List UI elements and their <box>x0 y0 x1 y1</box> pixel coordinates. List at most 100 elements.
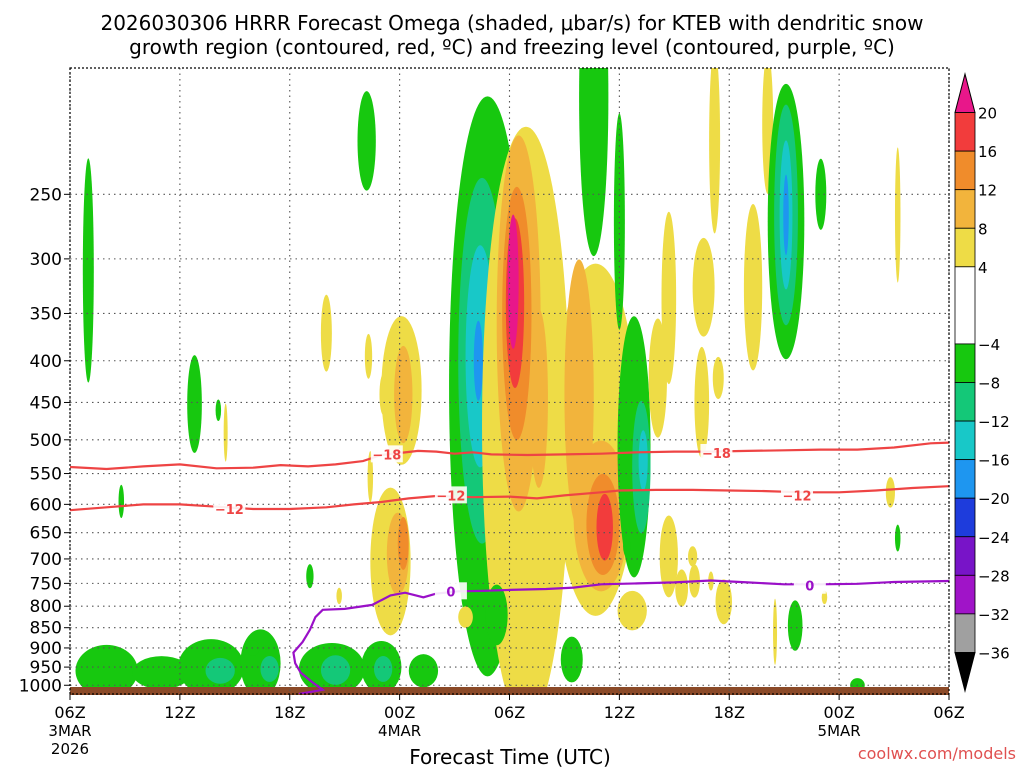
colorbar-bottom-triangle <box>954 651 976 693</box>
omega-blob-2 <box>187 355 202 453</box>
isotherm-minus-12-label-bg-0 <box>213 500 246 518</box>
omega-blob-1 <box>118 484 125 519</box>
y-tick-label-450: 450 <box>30 393 62 413</box>
x-tick-label-2: 18Z <box>274 703 305 722</box>
omega-blob-40 <box>661 211 677 385</box>
omega-blob-43 <box>743 204 763 371</box>
omega-blob-26 <box>529 309 548 488</box>
omega-blob-10 <box>306 564 314 589</box>
y-tick-label-650: 650 <box>30 524 62 544</box>
omega-blob-5 <box>357 91 376 191</box>
omega-blob-59 <box>715 579 732 625</box>
y-tick-label-600: 600 <box>30 495 62 515</box>
colorbar-label-5: −4 <box>978 336 1000 354</box>
isotherm-minus-18-label-0: −18 <box>372 448 401 463</box>
y-tick-label-350: 350 <box>30 304 62 324</box>
y-tick-label-1000: 1000 <box>19 676 62 696</box>
omega-shading <box>75 68 901 694</box>
colorbar-label-1: 16 <box>978 143 997 161</box>
x-tick-label-8: 06Z <box>933 703 964 722</box>
colorbar-label-7: −12 <box>978 413 1010 431</box>
omega-blob-71 <box>132 656 191 690</box>
chart-title-line2: growth region (contoured, red, ºC) and f… <box>129 35 895 59</box>
omega-blob-39 <box>712 356 724 400</box>
omega-blob-81 <box>246 640 260 656</box>
colorbar-label-6: −8 <box>978 375 1000 393</box>
colorbar-label-3: 8 <box>978 220 988 238</box>
colorbar-label-0: 20 <box>978 105 997 123</box>
omega-blob-68 <box>617 590 647 631</box>
omega-blob-4 <box>215 399 222 422</box>
colorbar-segment-10 <box>954 497 976 538</box>
colorbar-segment-9 <box>954 459 976 499</box>
omega-blob-48 <box>783 174 789 256</box>
colorbar-segment-4 <box>954 227 976 268</box>
omega-blob-41 <box>692 237 715 337</box>
colorbar-label-10: −24 <box>978 529 1010 547</box>
plot-grid <box>69 68 950 694</box>
omega-blob-63 <box>458 606 473 628</box>
colorbar-segment-6 <box>954 343 976 383</box>
omega-blob-36 <box>613 113 625 330</box>
colorbar-top-triangle <box>954 72 976 114</box>
omega-blob-34 <box>638 430 648 491</box>
omega-blob-49 <box>815 158 827 230</box>
chart-title-line1: 2026030306 HRRR Forecast Omega (shaded, … <box>100 11 923 35</box>
y-tick-label-850: 850 <box>30 619 62 639</box>
colorbar-label-11: −28 <box>978 567 1010 585</box>
omega-blob-53 <box>659 515 678 598</box>
x-tick-date-0: 3MAR <box>48 722 91 740</box>
x-tick-date-7: 5MAR <box>818 722 861 740</box>
omega-blob-37 <box>648 318 667 438</box>
omega-blob-69 <box>623 535 631 557</box>
omega-blob-60 <box>773 598 778 665</box>
omega-blob-66 <box>525 676 531 688</box>
y-tick-label-250: 250 <box>30 185 62 205</box>
colorbar: 20 16 12 8 4 −4 −8 −12 −16 −20 −24 −28 −32 −36 <box>954 72 1010 693</box>
omega-blob-0 <box>82 158 94 383</box>
y-tick-label-750: 750 <box>30 574 62 594</box>
omega-blob-73 <box>205 657 235 684</box>
omega-blob-31 <box>596 493 613 561</box>
colorbar-segment-2 <box>954 150 976 191</box>
colorbar-segment-7 <box>954 382 976 422</box>
x-tick-label-1: 12Z <box>164 703 195 722</box>
y-tick-label-950: 950 <box>30 658 62 678</box>
omega-blob-25 <box>507 214 519 349</box>
omega-blob-38 <box>694 346 710 459</box>
x-tick-date-3: 4MAR <box>378 722 421 740</box>
colorbar-label-8: −16 <box>978 452 1010 470</box>
omega-blob-79 <box>373 655 393 682</box>
omega-blob-67 <box>560 636 583 683</box>
isotherm-minus-18-label-bg-1 <box>700 443 733 461</box>
freezing-level-0-label-bg-1 <box>793 576 826 594</box>
omega-blob-13 <box>394 345 413 444</box>
colorbar-segment-12 <box>954 574 976 615</box>
omega-blob-51 <box>885 477 895 508</box>
omega-blob-57 <box>688 546 698 567</box>
omega-blob-65 <box>514 593 523 633</box>
omega-blob-70 <box>75 644 138 694</box>
x-tick-label-4: 06Z <box>494 703 525 722</box>
omega-blob-3 <box>223 403 228 462</box>
y-tick-label-900: 900 <box>30 639 62 659</box>
omega-blob-50 <box>894 147 901 283</box>
colorbar-segment-1 <box>954 112 976 152</box>
x-tick-label-7: 00Z <box>823 703 854 722</box>
omega-blob-35 <box>579 68 609 257</box>
colorbar-segment-8 <box>954 420 976 461</box>
isotherm-minus-18-label-1: −18 <box>702 447 731 462</box>
x-axis-label: Forecast Time (UTC) <box>409 745 611 768</box>
freezing-level-0-label-bg-0 <box>434 582 467 600</box>
omega-blob-9 <box>364 333 373 379</box>
x-tick-label-3: 00Z <box>384 703 415 722</box>
x-tick-label-0: 06Z <box>54 703 85 722</box>
omega-blob-52 <box>894 524 901 552</box>
isotherm-minus-12-label-2: −12 <box>783 489 812 504</box>
isotherm-minus-18-line <box>70 441 949 471</box>
omega-blob-6 <box>320 294 332 372</box>
colorbar-segment-3 <box>954 189 976 229</box>
colorbar-label-9: −20 <box>978 490 1010 508</box>
x-tick-year-0: 2026 <box>51 740 89 758</box>
